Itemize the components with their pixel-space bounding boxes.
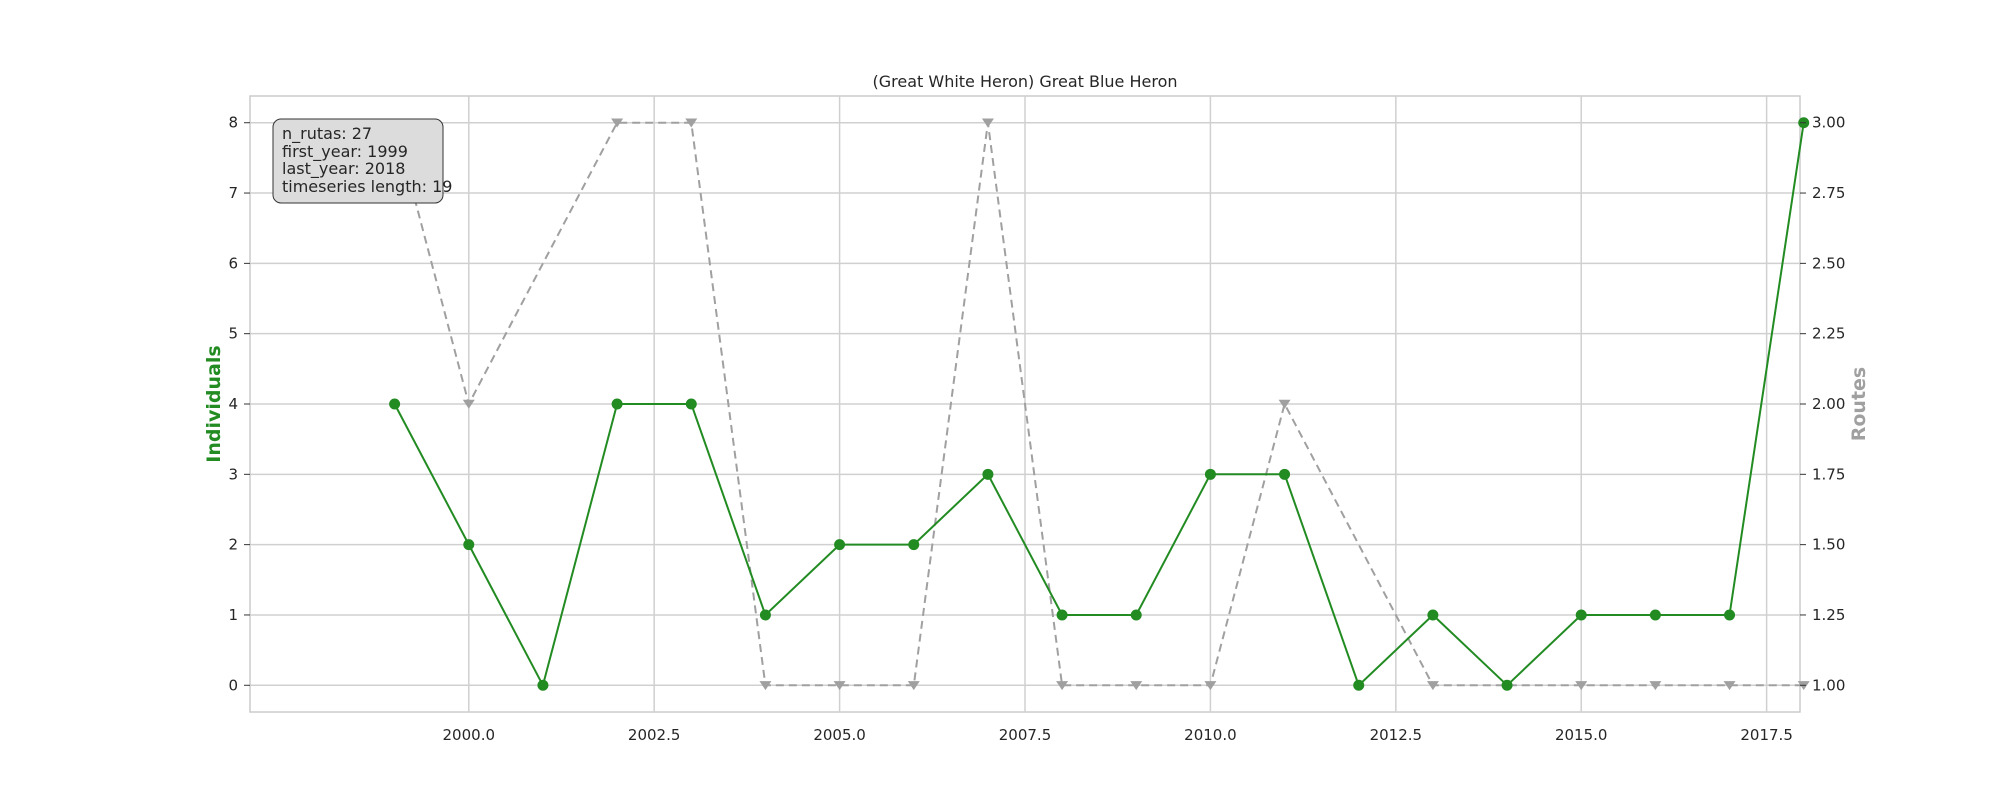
routes-point [981, 118, 994, 128]
y-right-tick-label: 2.50 [1812, 254, 1845, 272]
info-line: last_year: 2018 [282, 159, 405, 179]
y-left-tick-label: 3 [228, 465, 238, 483]
individuals-point [537, 679, 549, 691]
individuals-point [1279, 468, 1291, 480]
info-line: n_rutas: 27 [282, 124, 372, 144]
y-right-tick-label: 2.75 [1812, 184, 1845, 202]
ticks-layer: 2000.0 2002.5 2005.0 2007.5 2010.0 2012.5 2015… [228, 114, 1845, 744]
y-left-tick-label: 1 [228, 606, 238, 624]
individuals-line [393, 122, 1805, 689]
routes-point [1426, 681, 1439, 691]
y-left-tick-label: 2 [228, 536, 238, 554]
individuals-point [1724, 609, 1736, 621]
individuals-point [1056, 609, 1068, 621]
individuals-point [1204, 468, 1216, 480]
y-right-tick-label: 2.25 [1812, 325, 1845, 343]
routes-point [1204, 681, 1217, 691]
x-tick-label: 2007.5 [999, 726, 1052, 744]
y-right-tick-label: 1.75 [1812, 465, 1845, 483]
x-tick-label: 2000.0 [443, 726, 496, 744]
y-left-tick-label: 6 [228, 254, 238, 272]
routes-line [393, 121, 1804, 687]
individuals-point [834, 539, 846, 551]
individuals-point [1427, 609, 1439, 621]
individuals-point [1501, 679, 1513, 691]
routes-point [462, 399, 475, 409]
y-right-tick-label: 1.25 [1812, 606, 1845, 624]
routes-point [685, 118, 698, 128]
x-tick-label: 2017.5 [1740, 726, 1793, 744]
y-right-tick-label: 1.50 [1812, 536, 1845, 554]
individuals-point [611, 398, 623, 410]
info-line: first_year: 1999 [282, 142, 408, 162]
y-right-tick-label: 1.00 [1812, 676, 1845, 694]
routes-point [759, 681, 772, 691]
x-tick-label: 2005.0 [813, 726, 866, 744]
info-line: timeseries length: 19 [282, 177, 452, 196]
routes-point [1130, 681, 1143, 691]
y-left-tick-label: 5 [228, 325, 238, 343]
routes-point [833, 681, 846, 691]
x-tick-label: 2002.5 [628, 726, 681, 744]
individuals-point [982, 468, 994, 480]
individuals-point [1353, 679, 1365, 691]
individuals-point [1575, 609, 1587, 621]
individuals-point [1130, 609, 1142, 621]
x-tick-label: 2010.0 [1184, 726, 1237, 744]
routes-point [1056, 681, 1069, 691]
routes-point [611, 118, 624, 128]
info-box: n_rutas: 27 first_year: 1999 last_year: … [272, 118, 452, 204]
individuals-point [759, 609, 771, 621]
y-left-tick-label: 8 [228, 114, 238, 132]
x-tick-label: 2012.5 [1370, 726, 1423, 744]
routes-point [1723, 681, 1736, 691]
chart-title: (Great White Heron) Great Blue Heron [873, 72, 1178, 91]
individuals-point [908, 539, 920, 551]
y-left-tick-label: 7 [228, 184, 238, 202]
x-tick-label: 2015.0 [1555, 726, 1608, 744]
routes-point [1575, 681, 1588, 691]
routes-point [1649, 681, 1662, 691]
individuals-point [1649, 609, 1661, 621]
individuals-point [389, 398, 401, 410]
y-right-tick-label: 3.00 [1812, 114, 1845, 132]
y-axis-left-label: Individuals [203, 345, 225, 462]
individuals-point [463, 539, 475, 551]
y-left-tick-label: 0 [228, 676, 238, 694]
grid [250, 96, 1800, 712]
y-axis-right-label: Routes [1848, 367, 1870, 442]
individuals-point [685, 398, 697, 410]
routes-point [907, 681, 920, 691]
routes-point [1278, 399, 1291, 409]
y-right-tick-label: 2.00 [1812, 395, 1845, 413]
y-left-tick-label: 4 [228, 395, 238, 413]
